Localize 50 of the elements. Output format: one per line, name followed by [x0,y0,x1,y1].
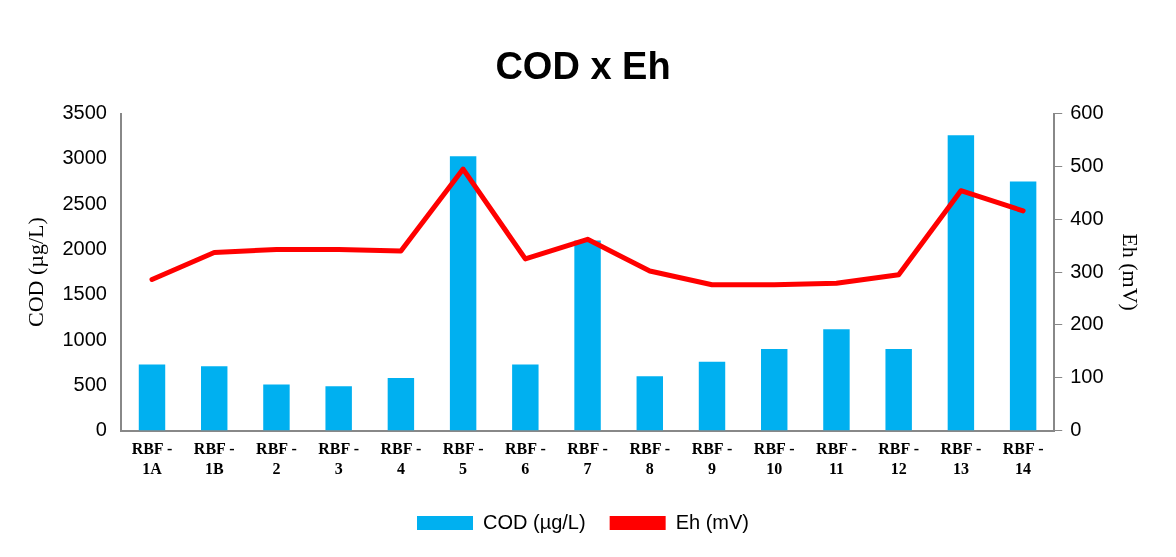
x-tick-label: RBF - 2 [256,440,297,477]
x-tick-label: RBF - 14 [1002,440,1044,477]
x-tick-label: RBF - 1B [193,440,235,477]
x-tick-label: RBF - 10 [753,440,795,477]
y2-tick-label: 600 [1070,101,1104,124]
x-tick-label: RBF - 11 [816,440,857,477]
bar [512,364,539,431]
bar [761,349,788,431]
x-tick-label: RBF - 5 [442,440,484,477]
bar [387,378,415,431]
x-tick-label: RBF - 4 [380,440,422,477]
x-tick-label: RBF - 7 [567,440,608,477]
bar [885,349,912,431]
bar [1009,181,1037,431]
x-tick-label: RBF - 8 [629,440,671,477]
x-tick-label: RBF - 1A [131,440,173,477]
y2-tick-label: 500 [1070,153,1104,176]
chart-title: COD x Eh [495,45,671,88]
legend-label: Eh (mV) [675,510,749,533]
bar [574,240,601,431]
x-tick-label: RBF - 6 [504,440,546,477]
y2-tick-label: 400 [1070,206,1104,229]
y-tick-label: 500 [73,372,107,395]
x-tick-label: RBF - 3 [318,440,360,477]
y2-tick-label: 200 [1070,312,1104,335]
bar [263,384,290,431]
y-tick-label: 2000 [62,236,107,259]
bar [325,386,352,431]
y-tick-label: 1500 [62,282,107,305]
y2-tick-label: 0 [1070,418,1082,441]
bar [636,376,664,431]
bar [698,361,726,431]
x-tick-label: RBF - 12 [878,440,920,477]
bar [449,156,477,431]
x-tick-label: RBF - 13 [940,440,982,477]
y-tick-label: 2500 [62,191,107,214]
y-axis-title: COD (µg/L) [22,217,48,328]
y-tick-label: 0 [95,418,107,441]
y-tick-label: 3500 [62,101,107,124]
y-tick-label: 1000 [62,327,107,350]
bar [823,329,850,431]
legend-label: COD (µg/L) [483,510,586,533]
y-tick-label: 3000 [62,146,107,169]
bar [947,135,975,431]
y2-tick-label: 100 [1070,365,1104,388]
y2-axis-title: Eh (mV) [1118,233,1144,311]
x-tick-label: RBF - 9 [691,440,733,477]
bar [201,366,228,431]
y2-tick-label: 300 [1070,259,1104,282]
bar [138,364,166,431]
